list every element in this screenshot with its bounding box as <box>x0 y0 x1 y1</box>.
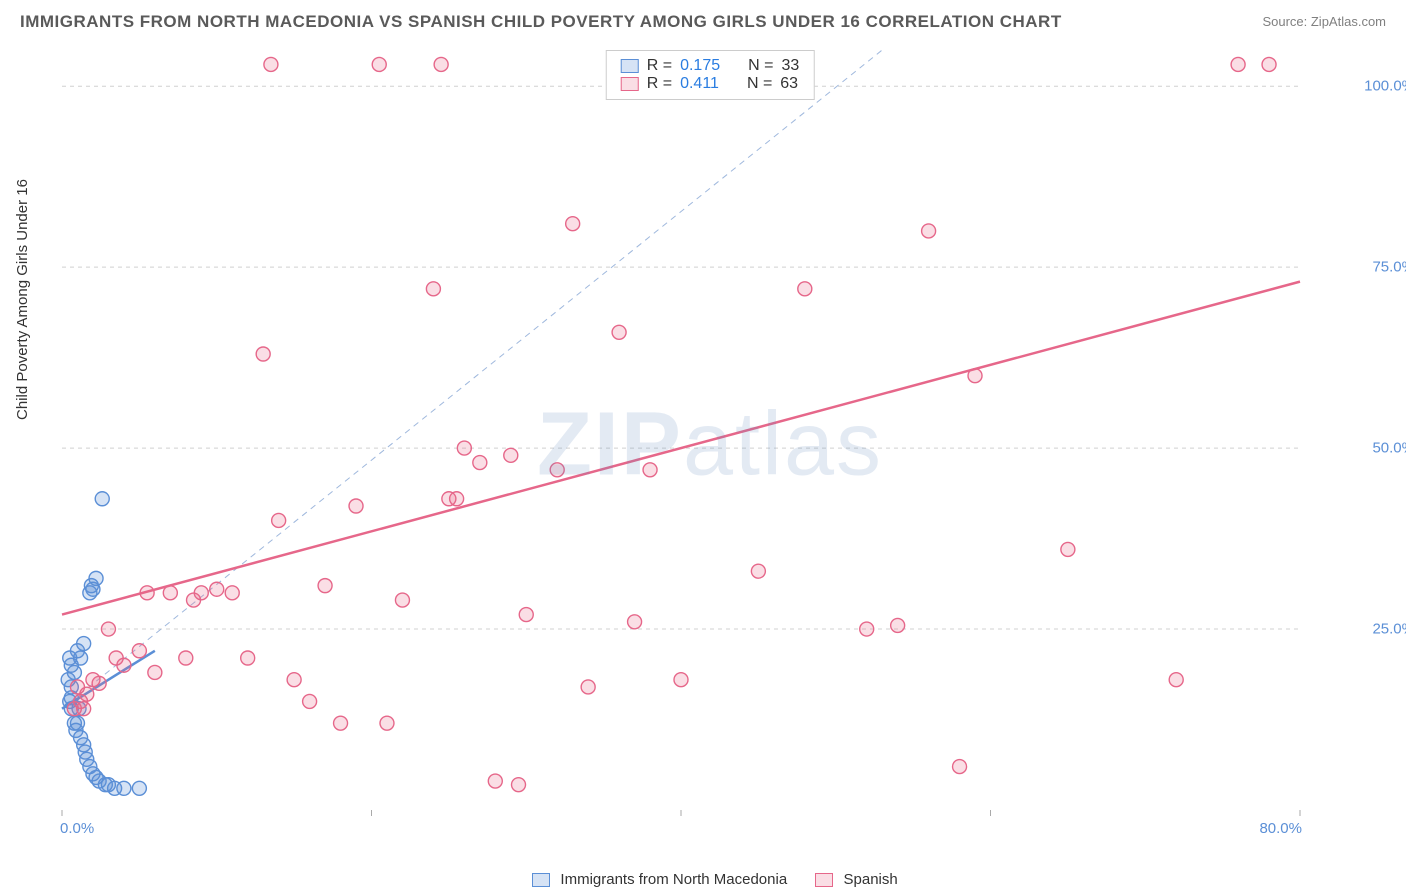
source-label: Source: ZipAtlas.com <box>1262 14 1386 29</box>
r-label: R = <box>647 75 672 93</box>
chart-plot-area: ZIPatlas R = 0.175 N = 33 R = 0.411 N = … <box>60 50 1360 840</box>
n-value: 63 <box>780 75 798 93</box>
n-label: N = <box>747 75 772 93</box>
x-tick-label: 80.0% <box>1259 820 1302 837</box>
n-value: 33 <box>781 57 799 75</box>
y-axis-label: Child Poverty Among Girls Under 16 <box>14 179 31 420</box>
x-legend-label: Spanish <box>844 871 898 888</box>
legend-swatch-blue <box>621 59 639 73</box>
y-tick-label: 75.0% <box>1372 259 1406 276</box>
x-legend-swatch-blue <box>532 873 550 887</box>
y-tick-label: 100.0% <box>1364 78 1406 95</box>
n-label: N = <box>748 57 773 75</box>
r-value: 0.411 <box>680 75 719 93</box>
y-tick-label: 50.0% <box>1372 440 1406 457</box>
legend-swatch-pink <box>621 77 639 91</box>
legend-row: R = 0.175 N = 33 <box>621 57 800 75</box>
y-tick-label: 25.0% <box>1372 621 1406 638</box>
chart-title: IMMIGRANTS FROM NORTH MACEDONIA VS SPANI… <box>20 12 1062 32</box>
r-value: 0.175 <box>680 57 720 75</box>
x-axis-legend: Immigrants from North Macedonia Spanish <box>0 871 1406 888</box>
x-legend-label: Immigrants from North Macedonia <box>560 871 787 888</box>
x-tick-label: 0.0% <box>60 820 94 837</box>
legend-row: R = 0.411 N = 63 <box>621 75 800 93</box>
correlation-legend: R = 0.175 N = 33 R = 0.411 N = 63 <box>606 50 815 100</box>
r-label: R = <box>647 57 672 75</box>
x-legend-swatch-pink <box>815 873 833 887</box>
chart-svg <box>60 50 1360 840</box>
